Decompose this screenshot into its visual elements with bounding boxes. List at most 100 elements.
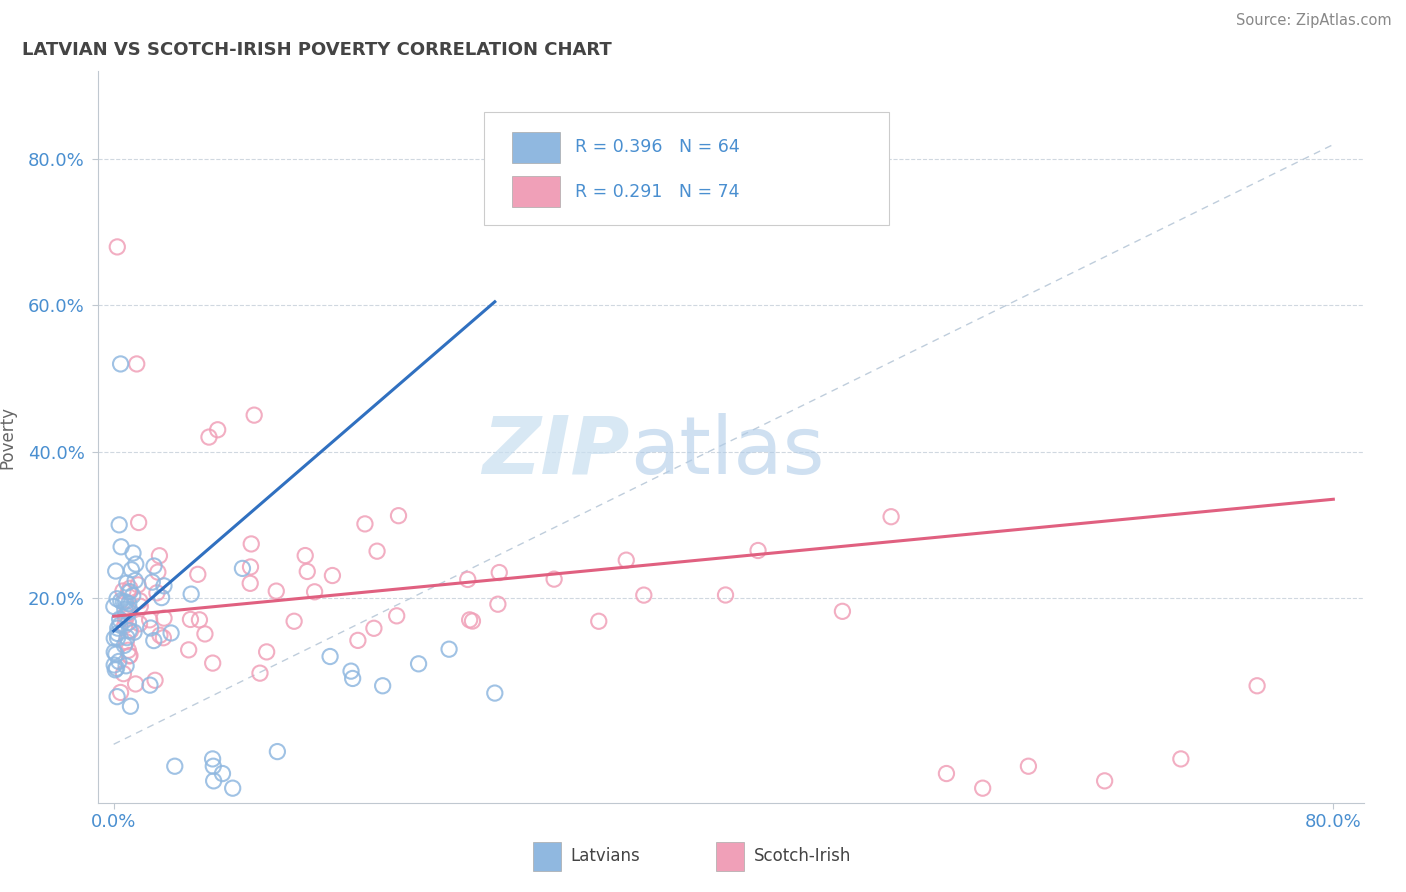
Point bbox=[831, 604, 853, 618]
Point bbox=[124, 677, 146, 691]
Point bbox=[146, 586, 169, 600]
Point bbox=[188, 613, 211, 627]
Point bbox=[437, 642, 460, 657]
Point bbox=[221, 781, 243, 796]
Point bbox=[118, 648, 141, 663]
Point bbox=[880, 509, 903, 524]
Point bbox=[125, 357, 148, 371]
Point bbox=[211, 766, 233, 780]
Point bbox=[104, 564, 127, 578]
Point bbox=[105, 240, 128, 254]
Point bbox=[194, 627, 217, 641]
Text: Scotch-Irish: Scotch-Irish bbox=[754, 847, 851, 865]
Point bbox=[187, 567, 209, 582]
Point bbox=[1094, 773, 1116, 788]
Point bbox=[114, 612, 136, 626]
Point bbox=[149, 628, 172, 642]
Point bbox=[103, 632, 125, 646]
Point bbox=[363, 621, 385, 635]
Point bbox=[354, 516, 377, 531]
Point bbox=[340, 664, 363, 678]
Point bbox=[105, 591, 128, 606]
Point bbox=[458, 613, 481, 627]
Point bbox=[105, 661, 128, 675]
Point bbox=[104, 663, 127, 677]
Point bbox=[103, 645, 125, 659]
Text: Latvians: Latvians bbox=[571, 847, 641, 865]
Point bbox=[128, 616, 150, 631]
Point bbox=[118, 648, 141, 663]
Point bbox=[972, 781, 994, 796]
Point bbox=[143, 673, 166, 688]
Point bbox=[139, 678, 162, 692]
Point bbox=[1017, 759, 1039, 773]
Point bbox=[256, 645, 278, 659]
Point bbox=[128, 516, 150, 530]
Point bbox=[125, 557, 148, 571]
Point bbox=[385, 608, 408, 623]
Point bbox=[747, 543, 769, 558]
Point bbox=[129, 599, 152, 614]
Point bbox=[115, 658, 138, 673]
Point bbox=[543, 572, 565, 586]
Point bbox=[366, 544, 388, 558]
Point bbox=[127, 578, 149, 592]
Point bbox=[342, 672, 364, 686]
Point bbox=[114, 618, 136, 632]
Point bbox=[118, 582, 141, 596]
Point bbox=[121, 589, 143, 603]
Point bbox=[118, 584, 141, 599]
Point bbox=[110, 594, 132, 608]
Point bbox=[104, 647, 127, 661]
Text: Source: ZipAtlas.com: Source: ZipAtlas.com bbox=[1236, 13, 1392, 29]
Point bbox=[118, 597, 141, 611]
Point bbox=[117, 643, 139, 657]
Point bbox=[177, 643, 200, 657]
Point bbox=[112, 666, 135, 681]
Point bbox=[110, 685, 132, 699]
Point bbox=[146, 565, 169, 579]
Point bbox=[319, 649, 342, 664]
Text: R = 0.291   N = 74: R = 0.291 N = 74 bbox=[575, 183, 740, 201]
Point bbox=[207, 423, 229, 437]
Point bbox=[103, 599, 125, 614]
Point bbox=[180, 587, 202, 601]
Point bbox=[614, 553, 637, 567]
Point bbox=[488, 566, 510, 580]
Point bbox=[201, 752, 224, 766]
Point bbox=[115, 631, 138, 645]
Point bbox=[179, 612, 201, 626]
Point bbox=[112, 595, 135, 609]
Point bbox=[321, 568, 343, 582]
Point bbox=[122, 546, 145, 560]
Point bbox=[264, 584, 287, 599]
Point bbox=[198, 430, 221, 444]
Point bbox=[124, 574, 146, 588]
Y-axis label: Poverty: Poverty bbox=[0, 406, 17, 468]
Point bbox=[143, 559, 166, 574]
Point bbox=[387, 508, 409, 523]
Point bbox=[120, 699, 142, 714]
Point bbox=[347, 633, 370, 648]
Text: ZIP: ZIP bbox=[482, 413, 630, 491]
Point bbox=[239, 576, 262, 591]
Point bbox=[633, 588, 655, 602]
Point bbox=[153, 579, 176, 593]
Point bbox=[122, 625, 145, 640]
Point bbox=[142, 633, 165, 648]
Point bbox=[110, 540, 132, 554]
Point bbox=[108, 618, 131, 632]
Point bbox=[115, 635, 138, 649]
Point bbox=[115, 576, 138, 591]
Point bbox=[283, 614, 305, 628]
Point bbox=[231, 561, 253, 575]
Text: atlas: atlas bbox=[630, 413, 824, 491]
Text: LATVIAN VS SCOTCH-IRISH POVERTY CORRELATION CHART: LATVIAN VS SCOTCH-IRISH POVERTY CORRELAT… bbox=[22, 41, 612, 59]
Point bbox=[141, 575, 163, 590]
Point bbox=[138, 613, 160, 627]
Point bbox=[108, 612, 131, 626]
Point bbox=[486, 597, 509, 611]
Point bbox=[160, 626, 183, 640]
Point bbox=[107, 631, 129, 645]
Point bbox=[294, 549, 316, 563]
